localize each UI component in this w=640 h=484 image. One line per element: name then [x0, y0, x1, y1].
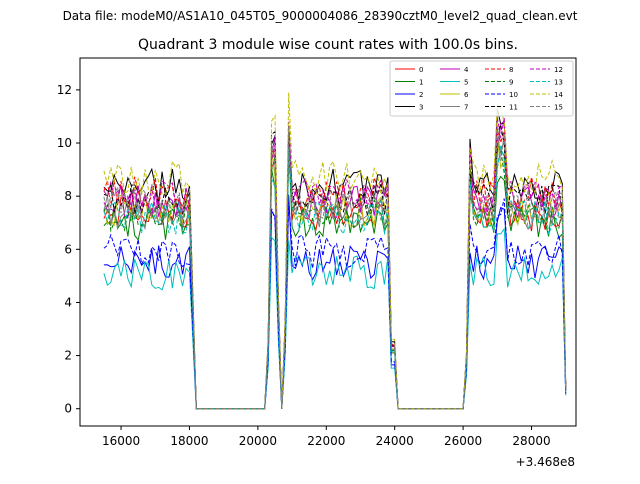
legend-label: 6	[464, 91, 469, 99]
x-tick-label: 26000	[444, 434, 482, 448]
legend-label: 5	[464, 79, 468, 87]
legend-label: 2	[419, 91, 423, 99]
legend-label: 7	[464, 104, 468, 112]
legend-label: 14	[554, 91, 563, 99]
x-tick-label: 18000	[170, 434, 208, 448]
legend-label: 12	[554, 66, 563, 74]
series-line-14	[103, 92, 567, 410]
legend-label: 0	[419, 66, 423, 74]
plot-frame	[79, 57, 577, 427]
y-axis: 0 2 4 6 8 10 12	[57, 83, 80, 416]
y-tick-label: 8	[64, 189, 72, 203]
x-tick-label: 22000	[307, 434, 345, 448]
x-offset-label: +3.468e8	[516, 455, 575, 469]
x-axis: 16000 18000 20000 22000 24000 26000 28000	[102, 426, 551, 448]
y-tick-label: 2	[64, 349, 72, 363]
y-tick-label: 10	[57, 136, 72, 150]
legend-label: 4	[464, 66, 469, 74]
x-tick-label: 28000	[512, 434, 550, 448]
series-line-13	[103, 144, 567, 410]
legend-label: 13	[554, 79, 563, 87]
series-line-9	[103, 141, 567, 410]
legend-box	[389, 60, 574, 117]
y-tick-label: 0	[64, 402, 72, 416]
series-line-3	[103, 108, 567, 410]
y-tick-label: 12	[57, 83, 72, 97]
series-layer	[103, 92, 567, 410]
series-line-2	[103, 194, 567, 410]
legend-label: 9	[509, 79, 513, 87]
x-tick-label: 16000	[102, 434, 140, 448]
x-tick-label: 20000	[239, 434, 277, 448]
y-tick-label: 4	[64, 295, 72, 309]
legend-label: 1	[419, 79, 423, 87]
legend-label: 10	[509, 91, 518, 99]
series-line-10	[103, 198, 567, 410]
legend-label: 15	[554, 104, 563, 112]
series-line-15	[103, 125, 567, 410]
legend-label: 8	[509, 66, 513, 74]
series-line-12	[103, 117, 567, 410]
chart-title: Quadrant 3 module wise count rates with …	[138, 37, 518, 53]
x-tick-label: 24000	[376, 434, 414, 448]
chart-suptitle: Data file: modeM0/AS1A10_045T05_90000040…	[63, 9, 578, 23]
legend-label: 3	[419, 104, 423, 112]
series-line-1	[103, 142, 567, 410]
legend-label: 11	[509, 104, 518, 112]
series-line-11	[103, 122, 567, 410]
series-line-5	[103, 227, 567, 410]
y-tick-label: 6	[64, 242, 72, 256]
